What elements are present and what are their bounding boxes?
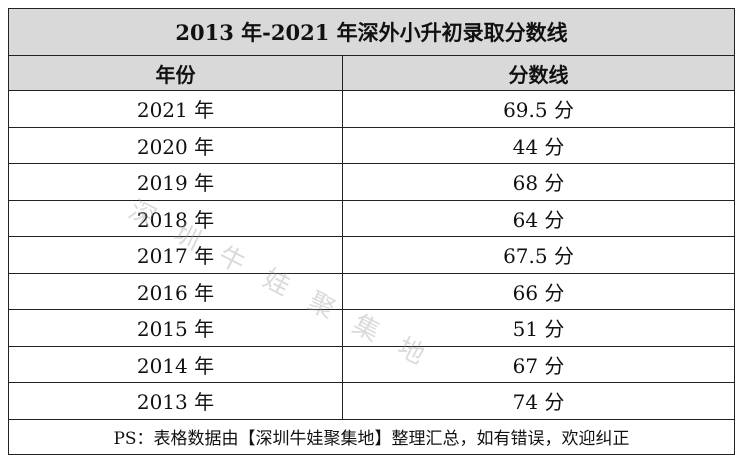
year-cell: 2018 年 <box>8 199 343 237</box>
score-cell: 44 分 <box>341 126 736 164</box>
score-cell: 66 分 <box>341 272 736 310</box>
data-row: 2018 年 64 分 <box>8 199 736 237</box>
score-table: 2013 年-2021 年深外小升初录取分数线 年份 分数线 2021 年 69.… <box>7 8 736 455</box>
table-title: 2013 年-2021 年深外小升初录取分数线 <box>7 8 736 56</box>
year-cell: 2016 年 <box>8 272 343 310</box>
data-row: 2013 年 74 分 <box>8 382 736 420</box>
title-row: 2013 年-2021 年深外小升初录取分数线 <box>7 8 736 56</box>
header-cell: 分数线 <box>341 55 736 91</box>
header-row: 年份 分数线 <box>8 55 736 91</box>
data-row: 2017 年 67.5 分 <box>8 236 736 274</box>
footer-row: PS：表格数据由【深圳牛娃聚集地】整理汇总，如有错误，欢迎纠正 <box>7 418 736 455</box>
score-cell: 69.5 分 <box>341 90 736 128</box>
year-cell: 2015 年 <box>8 309 343 347</box>
data-row: 2016 年 66 分 <box>8 272 736 310</box>
data-row: 2014 年 67 分 <box>8 345 736 383</box>
year-cell: 2014 年 <box>8 345 343 383</box>
data-row: 2015 年 51 分 <box>8 309 736 347</box>
data-row: 2021 年 69.5 分 <box>8 90 736 128</box>
year-cell: 2019 年 <box>8 163 343 201</box>
data-row: 2019 年 68 分 <box>8 163 736 201</box>
header-cell: 年份 <box>8 55 343 91</box>
score-cell: 51 分 <box>341 309 736 347</box>
score-cell: 67.5 分 <box>341 236 736 274</box>
year-cell: 2021 年 <box>8 90 343 128</box>
score-cell: 74 分 <box>341 382 736 420</box>
footer-note: PS：表格数据由【深圳牛娃聚集地】整理汇总，如有错误，欢迎纠正 <box>7 418 736 455</box>
year-cell: 2017 年 <box>8 236 343 274</box>
score-cell: 64 分 <box>341 199 736 237</box>
data-row: 2020 年 44 分 <box>8 126 736 164</box>
year-cell: 2013 年 <box>8 382 343 420</box>
score-cell: 67 分 <box>341 345 736 383</box>
year-cell: 2020 年 <box>8 126 343 164</box>
score-cell: 68 分 <box>341 163 736 201</box>
